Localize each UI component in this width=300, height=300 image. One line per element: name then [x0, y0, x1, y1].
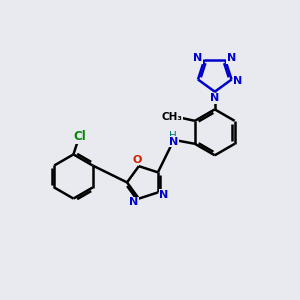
Text: Cl: Cl: [73, 130, 86, 143]
Text: CH₃: CH₃: [162, 112, 183, 122]
Text: N: N: [159, 190, 168, 200]
Text: N: N: [233, 76, 243, 86]
Text: N: N: [227, 53, 236, 63]
Text: N: N: [210, 93, 219, 103]
Text: O: O: [133, 155, 142, 165]
Text: N: N: [129, 197, 138, 207]
Text: H: H: [169, 131, 177, 141]
Text: N: N: [193, 53, 203, 63]
Text: N: N: [169, 137, 178, 147]
